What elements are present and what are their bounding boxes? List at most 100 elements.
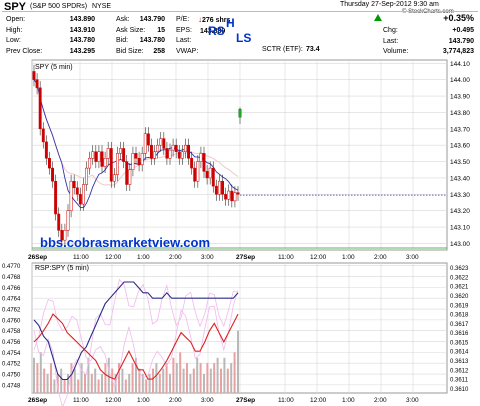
- price-panel-title: SPY (5 min): [35, 64, 73, 71]
- price-y-tick-label: 143.30: [450, 192, 470, 199]
- candle: [48, 158, 51, 169]
- ratio-bar: [186, 363, 188, 393]
- ratio-bar: [233, 352, 236, 393]
- candle: [38, 87, 42, 130]
- candle: [100, 151, 104, 167]
- ratio-y-tick-left: 0.4758: [2, 329, 21, 335]
- last-price-label: Last:: [383, 37, 399, 45]
- price-panel: [31, 59, 448, 251]
- volume-label: Volume:: [383, 48, 409, 55]
- change-pct: +0.35%: [443, 13, 474, 23]
- high-label: High:: [6, 26, 23, 34]
- ratio-bar: [70, 363, 73, 393]
- ratio-x-tick-label: 1:00: [342, 397, 355, 404]
- ratio-bar: [124, 379, 127, 393]
- ratio-bar: [84, 374, 86, 393]
- candle: [125, 161, 129, 185]
- ratio-bar: [141, 374, 144, 393]
- ratio-bar: [67, 374, 69, 393]
- candle: [78, 194, 82, 205]
- ratio-bar: [172, 357, 175, 393]
- ratio-y-tick-right: 0.3623: [450, 266, 469, 272]
- vwap-label: VWAP:: [176, 47, 199, 55]
- ratio-x-tick-label: 3:00: [201, 397, 214, 404]
- ratio-bar: [230, 363, 233, 393]
- candle: [94, 151, 98, 162]
- candle: [184, 144, 187, 152]
- ratio-bar: [77, 379, 80, 393]
- price-y-tick-label: 144.10: [450, 61, 470, 68]
- col2-labels: Ask: Ask Size: Bid: Bid Size:: [116, 15, 145, 57]
- ratio-bar: [107, 357, 110, 393]
- ratio-bar: [56, 374, 59, 393]
- symbol-name: (S&P 500 SPDRs): [30, 3, 88, 10]
- ratio-y-tick-left: 0.4766: [2, 286, 21, 292]
- ratio-bar: [94, 368, 97, 393]
- ratio-panel: [31, 262, 448, 394]
- candle: [211, 167, 215, 187]
- ratio-envelope-lower: [33, 290, 239, 389]
- price-y-tick-label: 143.60: [450, 143, 470, 150]
- ratio-y-tick-right: 0.3613: [450, 359, 469, 365]
- ratio-y-tick-right: 0.3621: [450, 285, 469, 291]
- price-x-tick-label: 2:00: [374, 254, 387, 261]
- ratio-bar: [43, 368, 46, 393]
- pe-label: P/E:: [176, 16, 190, 23]
- ratio-y-tick-left: 0.4764: [2, 297, 21, 303]
- candle: [60, 230, 64, 241]
- ratio-y-tick-right: 0.3615: [450, 340, 469, 346]
- ratio-x-tick-label: 11:00: [278, 397, 294, 404]
- candle: [75, 187, 79, 195]
- down-arrow-icon: ↓: [198, 15, 202, 24]
- chg-label: Chg:: [383, 27, 398, 34]
- candle: [214, 185, 218, 195]
- price-x-tick-label: 11:00: [278, 254, 294, 261]
- price-y-tick-label: 143.70: [450, 126, 470, 133]
- ratio-y-tick-right: 0.3617: [450, 322, 469, 328]
- ask-size-value: 15: [157, 26, 165, 34]
- candle: [66, 210, 70, 231]
- ratio-bar: [121, 368, 124, 393]
- candle: [106, 148, 110, 159]
- candle: [41, 128, 45, 143]
- candle: [171, 144, 175, 151]
- ratio-bar: [80, 363, 83, 393]
- low-value: 143.780: [69, 37, 95, 44]
- volume-value: 3,774,823: [442, 48, 474, 55]
- ratio-y-tick-left: 0.4756: [2, 340, 21, 346]
- ratio-panel-title: RSP:SPY (5 min): [35, 265, 89, 272]
- ratio-y-tick-right: 0.3611: [450, 378, 469, 384]
- ratio-bar: [162, 368, 165, 393]
- candle: [180, 151, 184, 159]
- ratio-series-red: [33, 313, 239, 380]
- ratio-bar: [131, 363, 134, 393]
- candle: [88, 158, 92, 169]
- candle: [69, 180, 73, 211]
- source-credit: © StockCharts.com: [402, 9, 454, 15]
- ratio-bar: [209, 368, 212, 393]
- ratio-bar: [189, 374, 192, 393]
- ratio-y-tick-left: 0.4754: [2, 351, 21, 357]
- ratio-y-tick-right: 0.3622: [450, 275, 469, 281]
- price-y-tick-label: 144.00: [450, 77, 470, 84]
- ratio-bar: [60, 368, 63, 393]
- low-label: Low:: [6, 37, 21, 44]
- ratio-bar: [104, 363, 107, 393]
- ask-size-label: Ask Size:: [116, 26, 146, 34]
- ratio-bar: [53, 379, 56, 393]
- candle: [97, 151, 101, 162]
- candle: [112, 174, 116, 182]
- candle-today: [238, 108, 242, 118]
- ratio-bar: [175, 363, 178, 393]
- col4-labels: Chg: Last: Volume:: [383, 26, 408, 58]
- candle: [51, 167, 54, 182]
- ratio-y-tick-right: 0.3618: [450, 313, 469, 319]
- up-triangle-icon: [374, 14, 382, 21]
- sctr-value: 73.4: [306, 46, 320, 53]
- col2-values: 143.790 15 143.780 258: [125, 15, 165, 57]
- candle: [174, 144, 178, 152]
- ratio-x-tick-label: 12:00: [105, 397, 122, 404]
- ask-value: 143.790: [139, 16, 165, 23]
- candle: [162, 138, 166, 149]
- price-y-tick-label: 143.00: [450, 241, 470, 248]
